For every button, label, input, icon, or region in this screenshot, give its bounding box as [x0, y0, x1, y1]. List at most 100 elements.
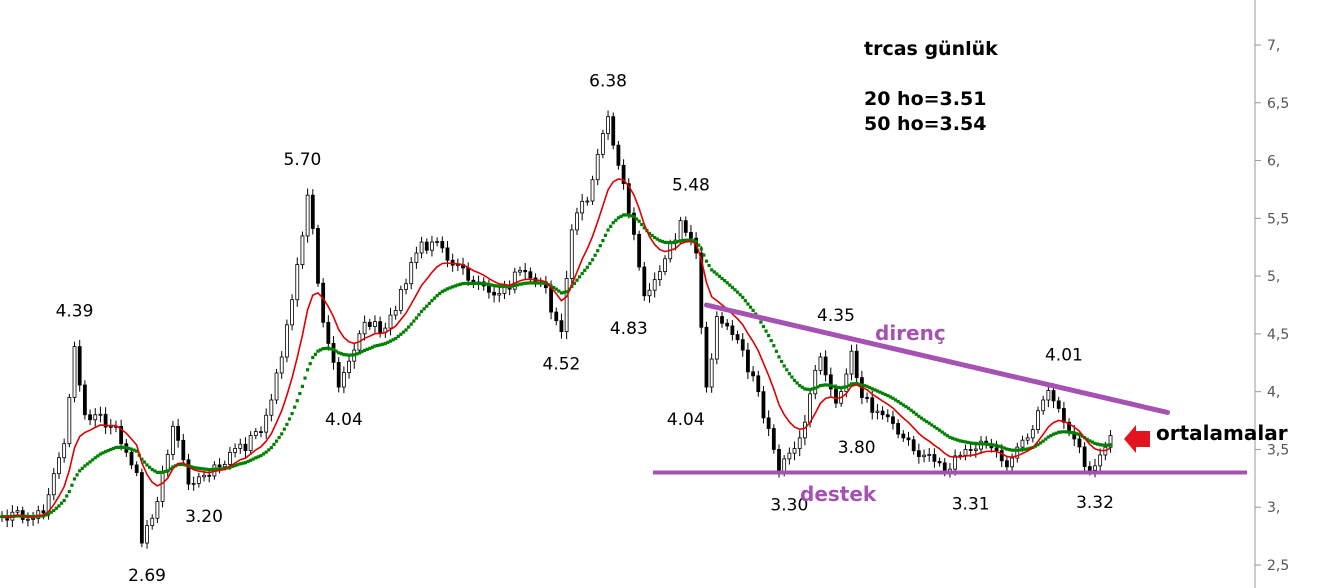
ma50-point — [767, 333, 771, 338]
candle-body — [82, 384, 87, 416]
candle-body — [1005, 460, 1009, 468]
ma50-point — [549, 284, 553, 288]
ma50-point — [958, 439, 962, 443]
ma50-point — [588, 261, 592, 266]
ma50-point — [1044, 437, 1048, 441]
ma50-point — [334, 349, 338, 353]
ma50-point — [381, 342, 385, 346]
ma50-point — [655, 237, 659, 241]
ma50-point — [891, 396, 895, 400]
y-axis: 7, 6,5 6, 5,5 5, 4,5 4, 3,5 3, 2,5 — [1254, 0, 1289, 588]
candle-body — [689, 231, 693, 239]
ma50-point — [526, 281, 530, 285]
candle-body — [217, 464, 222, 468]
ma50-point — [318, 348, 323, 352]
ma50-point — [0, 514, 4, 519]
ma50-point — [324, 346, 328, 351]
ma50-point — [717, 274, 722, 278]
ma50-point — [536, 281, 540, 285]
ma50-point — [215, 467, 219, 471]
ma50-point — [72, 477, 77, 481]
ma50-point — [272, 442, 276, 447]
ma50-point — [435, 293, 439, 298]
ma50-point — [132, 448, 136, 452]
candle-body — [585, 200, 590, 203]
candle-body — [103, 413, 108, 428]
price-annotation: 3.80 — [838, 438, 876, 458]
ma50-point — [909, 408, 913, 412]
ma50-point — [129, 447, 134, 451]
ma50-point — [829, 383, 833, 388]
candle-body — [616, 144, 621, 166]
ma50-point — [280, 432, 284, 436]
candle-body — [922, 454, 926, 458]
ma50-point — [54, 506, 58, 510]
candle-body — [331, 343, 336, 363]
price-annotation: 3.31 — [952, 494, 990, 514]
ma50-point — [1088, 439, 1092, 443]
ma50-point — [111, 446, 115, 451]
ma50-point — [1090, 440, 1094, 444]
candle-body — [398, 289, 403, 311]
resistance-trendline — [703, 302, 1170, 415]
ma50-point — [653, 235, 657, 240]
candle-body — [176, 425, 181, 441]
ma50-point — [508, 285, 512, 289]
ma50-point — [945, 434, 949, 438]
ma50-point — [857, 382, 861, 386]
ma50-point — [65, 494, 69, 498]
ma50-point — [313, 352, 317, 356]
candle-body — [771, 428, 776, 450]
ma50-point — [210, 467, 214, 471]
ma50-point — [1051, 432, 1056, 436]
ma50-point — [471, 281, 475, 286]
ma50-point — [59, 501, 64, 505]
ma50-point — [554, 287, 558, 291]
candle-body — [637, 233, 642, 268]
ma50-point — [70, 483, 74, 487]
ma50-point — [88, 460, 92, 464]
ma50-point — [1064, 430, 1069, 434]
ma50-point — [932, 425, 936, 429]
ma50-point — [650, 233, 654, 238]
candle-body — [756, 375, 761, 393]
candle-body — [937, 460, 942, 464]
ma50-point — [432, 296, 437, 300]
price-annotation: 4.35 — [817, 306, 855, 326]
ma50-point — [1095, 442, 1100, 446]
ma50-point — [684, 238, 688, 242]
ma50-point — [803, 387, 807, 391]
ma50-point — [523, 281, 527, 285]
ma50-point — [1046, 435, 1050, 439]
ma50-point — [1010, 448, 1014, 452]
candle-body — [518, 269, 522, 273]
ma50-point — [575, 278, 579, 282]
candle-body — [93, 414, 98, 421]
ma50-point — [355, 352, 359, 356]
candle-body — [25, 518, 30, 521]
ma50-point — [1098, 443, 1102, 447]
ma50-point — [422, 307, 426, 311]
ma50-point — [135, 449, 139, 453]
ma50-point — [627, 213, 631, 217]
candle-body — [279, 356, 284, 374]
ma50-point — [956, 438, 960, 442]
candle-body — [88, 414, 92, 421]
ma50-point — [93, 456, 97, 460]
ma50-point — [961, 439, 965, 443]
ma50-point — [515, 283, 520, 287]
candle-body — [564, 278, 569, 332]
ma50-point — [808, 387, 812, 392]
ma50-point — [492, 283, 496, 288]
ma50-point — [220, 467, 224, 471]
ma50-point — [251, 457, 255, 461]
ma50-point — [373, 344, 377, 348]
ma50-point — [419, 309, 424, 314]
candle-body — [139, 472, 144, 544]
candle-body — [600, 133, 605, 155]
candle-body — [621, 164, 626, 185]
ma50-point — [790, 375, 794, 379]
candle-body — [1062, 408, 1066, 423]
ma50-point — [816, 385, 820, 389]
